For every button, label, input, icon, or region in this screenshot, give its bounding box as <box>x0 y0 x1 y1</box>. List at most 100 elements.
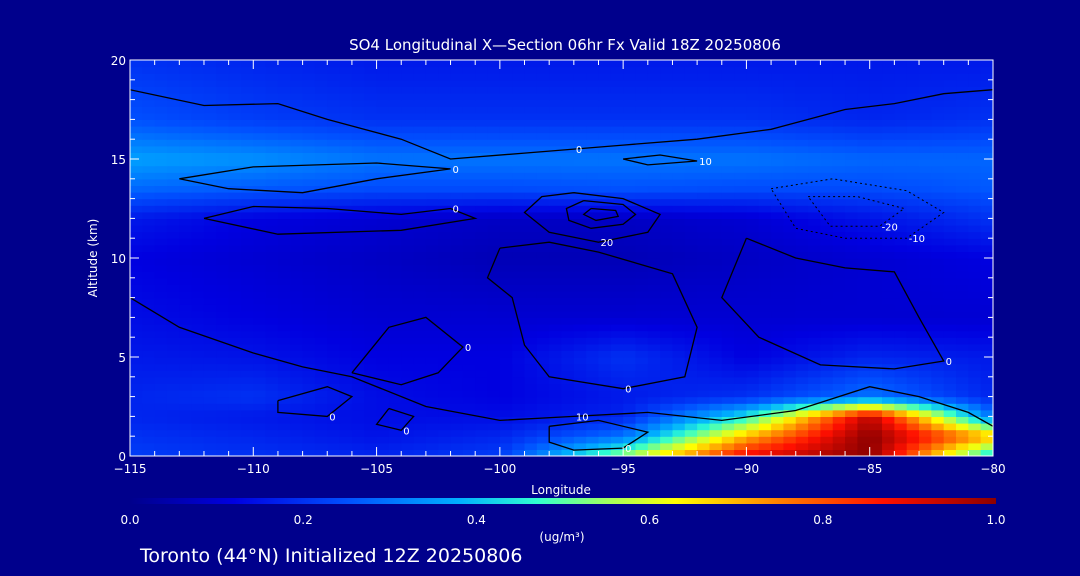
field-cell <box>746 60 760 68</box>
field-cell <box>314 350 328 358</box>
field-cell <box>549 132 563 140</box>
field-cell <box>697 73 711 81</box>
field-cell <box>487 119 501 127</box>
field-cell <box>512 218 526 226</box>
field-cell <box>931 231 945 239</box>
contour-line <box>351 316 464 386</box>
field-cell <box>228 376 242 384</box>
field-cell <box>302 390 316 398</box>
field-cell <box>721 291 735 299</box>
field-cell <box>832 383 846 391</box>
field-cell <box>894 383 908 391</box>
field-cell <box>931 185 945 193</box>
y-tick-label: 10 <box>111 252 126 266</box>
field-cell <box>166 251 180 259</box>
field-cell <box>721 205 735 213</box>
field-cell <box>524 178 538 186</box>
field-cell <box>943 218 957 226</box>
field-cell <box>253 390 267 398</box>
field-cell <box>783 330 797 338</box>
field-cell <box>573 277 587 285</box>
field-cell <box>475 423 489 431</box>
field-cell <box>697 172 711 180</box>
field-cell <box>586 396 600 404</box>
field-cell <box>647 396 661 404</box>
field-cell <box>598 264 612 272</box>
field-cell <box>166 403 180 411</box>
field-cell <box>820 343 834 351</box>
field-cell <box>660 126 674 134</box>
field-cell <box>820 152 834 160</box>
field-cell <box>240 376 254 384</box>
field-cell <box>130 178 143 186</box>
field-cell <box>660 429 674 437</box>
field-cell <box>573 185 587 193</box>
field-cell <box>314 178 328 186</box>
field-cell <box>956 145 969 153</box>
field-cell <box>968 416 982 424</box>
field-cell <box>228 126 242 134</box>
field-cell <box>438 139 452 147</box>
field-cell <box>130 119 143 127</box>
field-cell <box>401 172 415 180</box>
field-cell <box>906 350 920 358</box>
field-cell <box>154 251 168 259</box>
field-cell <box>130 238 143 246</box>
field-cell <box>808 231 821 239</box>
field-cell <box>499 429 513 437</box>
field-cell <box>216 73 230 81</box>
field-cell <box>191 244 205 252</box>
field-cell <box>586 350 600 358</box>
field-cell <box>450 297 464 305</box>
field-cell <box>438 357 452 365</box>
field-cell <box>894 396 908 404</box>
field-cell <box>746 277 760 285</box>
field-cell <box>179 73 193 81</box>
field-cell <box>438 284 452 292</box>
field-cell <box>573 416 587 424</box>
field-cell <box>327 376 341 384</box>
field-cell <box>832 178 846 186</box>
field-cell <box>314 86 328 94</box>
field-cell <box>425 390 439 398</box>
field-cell <box>314 192 328 200</box>
field-cell <box>450 79 464 87</box>
field-cell <box>709 284 723 292</box>
field-cell <box>672 244 686 252</box>
field-cell <box>154 244 168 252</box>
field-cell <box>475 264 489 272</box>
field-cell <box>635 297 649 305</box>
field-cell <box>869 317 883 325</box>
field-cell <box>697 383 711 391</box>
field-cell <box>425 132 439 140</box>
field-cell <box>943 99 957 107</box>
field-cell <box>956 429 969 437</box>
field-cell <box>376 442 390 450</box>
field-cell <box>956 251 969 259</box>
field-cell <box>968 357 982 365</box>
field-cell <box>660 396 674 404</box>
field-cell <box>635 409 649 417</box>
field-cell <box>906 205 920 213</box>
field-cell <box>857 324 871 332</box>
field-cell <box>450 132 464 140</box>
field-cell <box>425 264 439 272</box>
field-cell <box>376 185 390 193</box>
field-cell <box>166 60 180 68</box>
field-cell <box>524 383 538 391</box>
field-cell <box>795 357 809 365</box>
field-cell <box>758 284 772 292</box>
field-cell <box>610 86 624 94</box>
field-cell <box>672 277 686 285</box>
field-cell <box>142 132 156 140</box>
field-cell <box>697 436 711 444</box>
field-cell <box>709 86 723 94</box>
field-cell <box>882 93 895 101</box>
field-cell <box>906 126 920 134</box>
field-cell <box>228 119 242 127</box>
field-cell <box>376 297 390 305</box>
field-cell <box>536 297 550 305</box>
field-cell <box>240 442 254 450</box>
field-cell <box>290 310 304 318</box>
field-cell <box>771 264 785 272</box>
